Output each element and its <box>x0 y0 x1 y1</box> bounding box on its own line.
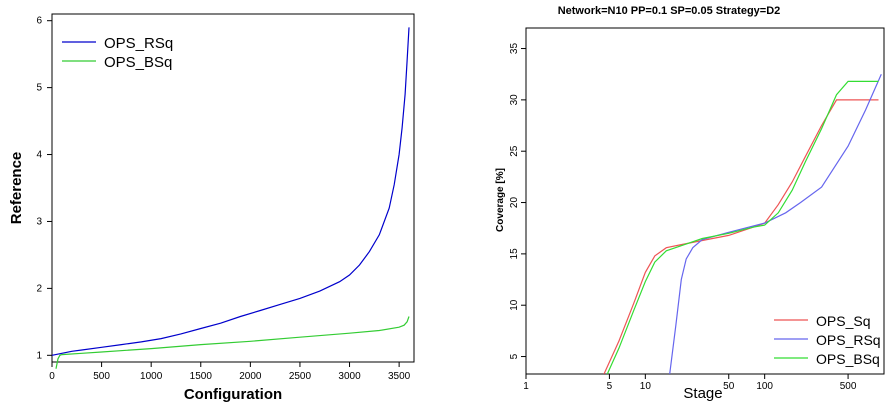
y-axis-label: Reference <box>8 152 25 225</box>
y-tick-label: 10 <box>509 299 520 311</box>
x-tick-label: 1 <box>523 381 529 392</box>
y-tick-label: 25 <box>509 145 520 157</box>
y-tick-label: 5 <box>509 353 520 359</box>
y-tick-label: 30 <box>509 94 520 106</box>
y-tick-label: 35 <box>509 43 520 55</box>
x-tick-label: 2500 <box>289 371 312 382</box>
x-axis-label: Configuration <box>184 386 282 403</box>
x-tick-label: 100 <box>756 381 773 392</box>
legend: OPS_RSq OPS_BSq <box>62 35 173 71</box>
y-tick-label: 1 <box>36 350 42 361</box>
series-line-ops-rsq <box>51 27 410 356</box>
coverage-chart: Network=N10 PP=0.1 SP=0.05 Strategy=D2 1… <box>495 5 885 402</box>
legend: OPS_Sq OPS_RSq OPS_BSq <box>774 313 881 367</box>
y-tick-label: 5 <box>36 83 42 94</box>
x-tick-label: 3000 <box>338 371 361 382</box>
y-tick-label: 20 <box>509 197 520 209</box>
x-tick-label: 3500 <box>388 371 411 382</box>
y-axis-label: Coverage [%] <box>495 168 506 232</box>
legend-label-ops-rsq: OPS_RSq <box>816 332 881 348</box>
x-tick-label: 10 <box>640 381 652 392</box>
y-tick-label: 2 <box>36 283 42 294</box>
y-tick-label: 6 <box>36 16 42 27</box>
series-line-ops-rsq <box>669 73 882 374</box>
series-line-ops-bsq <box>606 80 879 374</box>
x-tick-label: 1500 <box>190 371 213 382</box>
legend-label-ops-rsq: OPS_RSq <box>104 35 173 52</box>
x-tick-label: 50 <box>723 381 735 392</box>
legend-label-ops-sq: OPS_Sq <box>816 313 870 329</box>
legend-label-ops-bsq: OPS_BSq <box>104 54 172 71</box>
x-tick-label: 2000 <box>239 371 262 382</box>
x-axis-label: Stage <box>683 385 722 402</box>
x-tick-label: 1000 <box>140 371 163 382</box>
series-line-ops-sq <box>603 99 879 374</box>
plot-frame <box>51 13 415 363</box>
y-tick-label: 3 <box>36 216 42 227</box>
plot-frame <box>525 27 885 375</box>
x-tick-label: 5 <box>607 381 613 392</box>
series-line-ops-bsq <box>55 316 410 369</box>
x-tick-label: 500 <box>93 371 110 382</box>
reference-chart: 0 500 1000 1500 2000 2500 3000 3500 1 2 3 4 5 6 OPS_… <box>8 13 415 403</box>
y-tick-label: 15 <box>509 248 520 260</box>
x-tick-label: 0 <box>49 371 55 382</box>
chart-title: Network=N10 PP=0.1 SP=0.05 Strategy=D2 <box>558 5 781 17</box>
x-tick-label: 500 <box>840 381 857 392</box>
legend-label-ops-bsq: OPS_BSq <box>816 351 880 367</box>
y-tick-label: 4 <box>36 150 42 161</box>
